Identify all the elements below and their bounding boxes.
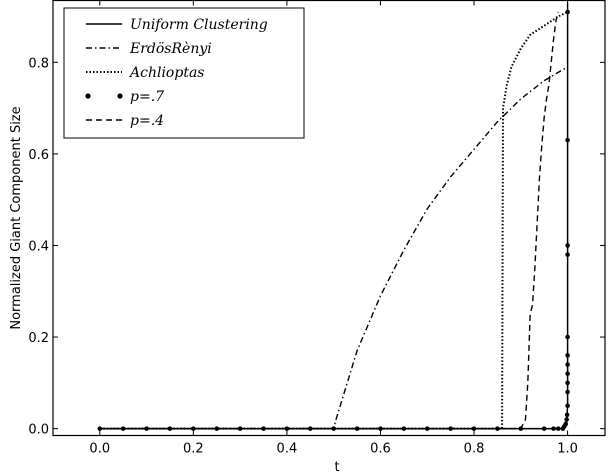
data-point-p-7 bbox=[565, 371, 570, 376]
legend-label-uniform-clustering: Uniform Clustering bbox=[130, 17, 268, 33]
y-tick-label: 0.0 bbox=[28, 423, 49, 438]
legend-label-p-7: p=.7 bbox=[130, 89, 164, 105]
data-point-p-7 bbox=[354, 426, 360, 431]
x-tick-label: 0.0 bbox=[89, 442, 110, 457]
x-axis-label: t bbox=[334, 460, 339, 475]
x-tick-label: 1.0 bbox=[557, 442, 578, 457]
data-point-p-7 bbox=[555, 426, 561, 431]
data-point-p-7 bbox=[565, 353, 570, 358]
series-line-erd-sr-nyi bbox=[99, 66, 568, 430]
data-point-p-7 bbox=[565, 334, 570, 340]
data-point-p-7 bbox=[564, 412, 570, 418]
data-point-p-7 bbox=[551, 426, 556, 431]
ticks-layer: 0.0 0.2 0.4 0.6 0.8 1.0 0.0 0.2 0.4 0.6 0.8 bbox=[28, 0, 605, 457]
data-point-p-7 bbox=[565, 243, 570, 248]
legend-label-achlioptas: Achlioptas bbox=[128, 65, 204, 81]
data-point-p-7 bbox=[495, 426, 500, 431]
y-axis-label: Normalized Giant Component Size bbox=[9, 106, 24, 329]
plot-frame bbox=[52, 0, 606, 437]
data-point-p-7 bbox=[565, 137, 570, 143]
data-point-p-7 bbox=[214, 426, 220, 431]
y-tick-label: 0.6 bbox=[28, 148, 49, 163]
data-point-p-7 bbox=[564, 417, 569, 422]
data-point-p-7 bbox=[541, 426, 547, 431]
y-tick-label: 0.4 bbox=[28, 239, 49, 254]
data-point-p-7 bbox=[565, 389, 570, 395]
data-point-p-7 bbox=[565, 252, 570, 257]
y-tick-label: 0.2 bbox=[28, 331, 49, 346]
legend-label-erd-sr-nyi: ErdösRènyi bbox=[129, 41, 212, 57]
data-point-p-7 bbox=[565, 380, 570, 386]
legend-marker-p-7 bbox=[117, 93, 123, 99]
data-point-p-7 bbox=[144, 426, 149, 431]
legend: Uniform Clustering ErdösRènyi Achlioptas p=… bbox=[63, 7, 305, 139]
series-line-p-4 bbox=[99, 11, 559, 430]
legend-label-p-4: p=.4 bbox=[130, 113, 164, 129]
data-point-p-7 bbox=[565, 362, 570, 367]
data-point-p-7 bbox=[424, 426, 430, 431]
x-tick-label: 0.2 bbox=[183, 442, 204, 457]
x-tick-label: 0.8 bbox=[464, 442, 485, 457]
legend-marker-p-7 bbox=[85, 93, 91, 99]
x-tick-label: 0.6 bbox=[370, 442, 391, 457]
data-point-p-7 bbox=[565, 9, 570, 15]
x-tick-label: 0.4 bbox=[277, 442, 298, 457]
data-point-p-7 bbox=[284, 426, 290, 431]
y-tick-label: 0.8 bbox=[28, 56, 49, 71]
data-point-p-7 bbox=[565, 403, 570, 409]
series-line-achlioptas bbox=[99, 11, 569, 430]
data-point-p-7 bbox=[563, 421, 569, 427]
series-layer bbox=[97, 2, 570, 431]
